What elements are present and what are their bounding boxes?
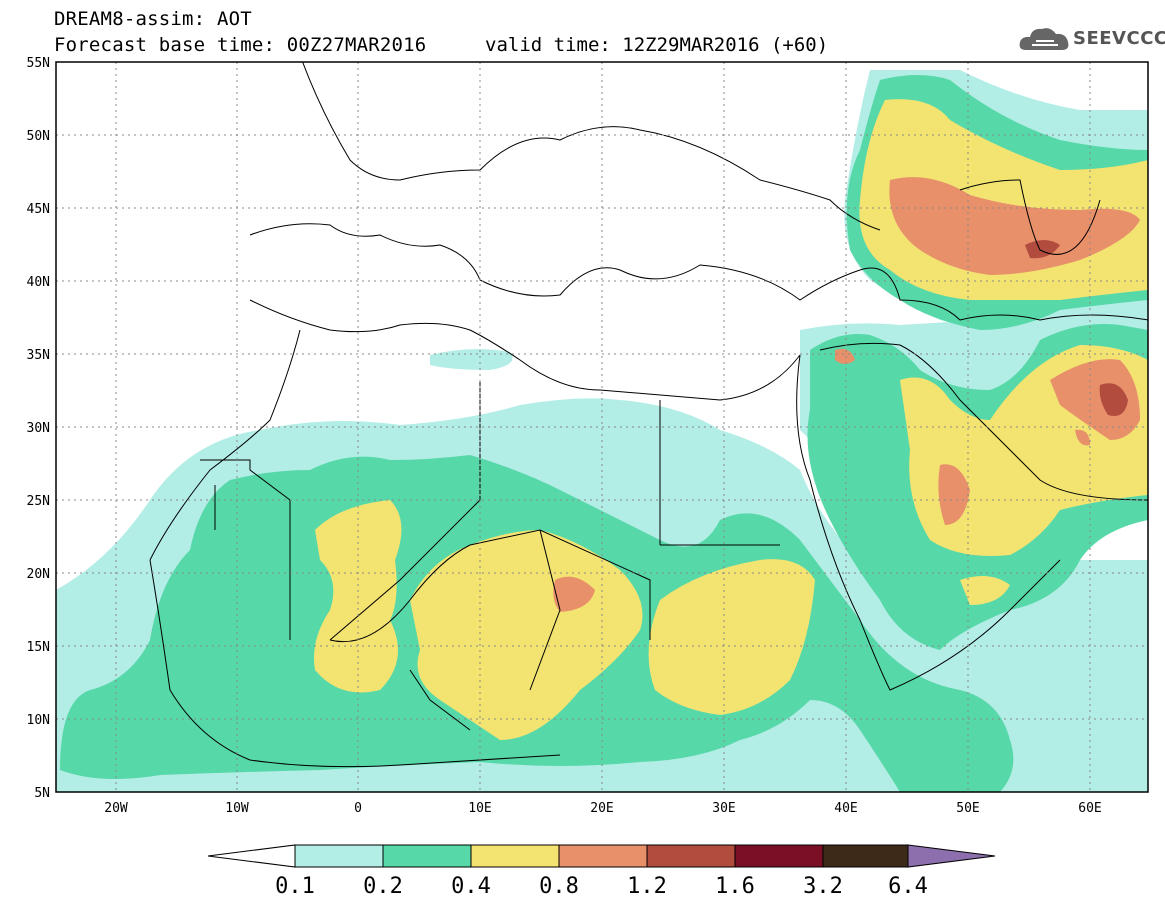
lat-tick-label: 45N bbox=[27, 202, 50, 217]
lat-tick-label: 40N bbox=[27, 275, 50, 290]
colorbar-label: 0.1 bbox=[275, 874, 315, 899]
colorbar-high-arrow bbox=[907, 844, 996, 868]
colorbar-swatch bbox=[646, 844, 736, 868]
lat-axis: 55N 50N 45N 40N 35N 30N 25N 20N 15N 10N … bbox=[27, 56, 50, 801]
lon-tick-label: 60E bbox=[1078, 801, 1101, 816]
map-frame bbox=[55, 61, 1149, 793]
colorbar: 0.1 0.2 0.4 0.8 1.2 1.6 3.2 6.4 bbox=[207, 844, 996, 899]
lon-tick-label: 20E bbox=[590, 801, 613, 816]
map-title: DREAM8-assim: AOT bbox=[54, 8, 252, 30]
colorbar-low-arrow bbox=[207, 844, 296, 868]
lat-tick-label: 10N bbox=[27, 713, 50, 728]
colorbar-swatch bbox=[734, 844, 824, 868]
colorbar-swatch bbox=[470, 844, 560, 868]
lon-tick-label: 10E bbox=[468, 801, 491, 816]
lat-tick-label: 25N bbox=[27, 494, 50, 509]
lat-tick-label: 15N bbox=[27, 640, 50, 655]
colorbar-swatch bbox=[822, 844, 909, 868]
lon-tick-label: 20W bbox=[104, 801, 128, 816]
seevccc-logo: SEEVCCC bbox=[1073, 28, 1165, 49]
coastlines bbox=[149, 62, 1148, 768]
aot-level-0.8 bbox=[553, 177, 1140, 612]
lon-tick-label: 0 bbox=[354, 801, 362, 816]
colorbar-swatch bbox=[382, 844, 472, 868]
lon-tick-label: 10W bbox=[225, 801, 249, 816]
lat-tick-label: 20N bbox=[27, 567, 50, 582]
colorbar-label: 0.2 bbox=[363, 874, 403, 899]
colorbar-label: 1.6 bbox=[715, 874, 755, 899]
valid-time: valid time: 12Z29MAR2016 (+60) bbox=[485, 34, 829, 56]
forecast-base-time: Forecast base time: 00Z27MAR2016 bbox=[54, 34, 427, 56]
aot-field bbox=[56, 70, 1148, 792]
colorbar-swatch bbox=[558, 844, 648, 868]
colorbar-label: 6.4 bbox=[888, 874, 928, 899]
lon-axis: 20W 10W 0 10E 20E 30E 40E 50E 60E bbox=[104, 801, 1101, 816]
colorbar-label: 3.2 bbox=[803, 874, 843, 899]
colorbar-label: 0.4 bbox=[451, 874, 491, 899]
lon-tick-label: 40E bbox=[834, 801, 857, 816]
graticule bbox=[56, 62, 1148, 792]
colorbar-label: 1.2 bbox=[627, 874, 667, 899]
lat-tick-label: 35N bbox=[27, 348, 50, 363]
cloud-icon bbox=[1019, 28, 1069, 50]
lon-tick-label: 50E bbox=[956, 801, 979, 816]
lat-tick-label: 30N bbox=[27, 421, 50, 436]
lat-tick-label: 55N bbox=[27, 56, 50, 71]
lat-tick-label: 50N bbox=[27, 129, 50, 144]
lon-tick-label: 30E bbox=[712, 801, 735, 816]
colorbar-swatch bbox=[294, 844, 384, 868]
colorbar-label: 0.8 bbox=[539, 874, 579, 899]
lat-tick-label: 5N bbox=[34, 786, 50, 801]
